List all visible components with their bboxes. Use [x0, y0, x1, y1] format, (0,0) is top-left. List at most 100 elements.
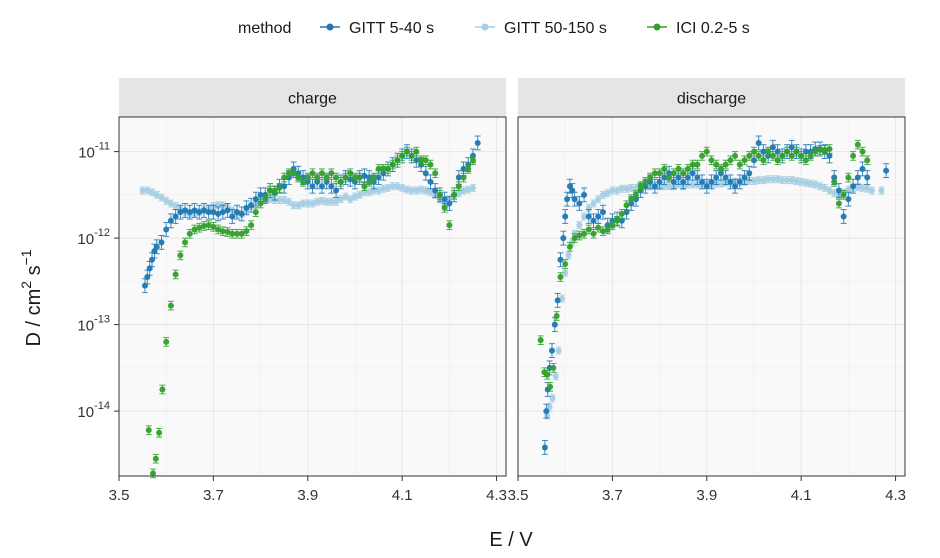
data-point — [328, 170, 335, 177]
y-tick-label-exponent: -12 — [94, 227, 110, 239]
y-axis-title-main: D / cm — [23, 289, 45, 347]
data-point — [281, 197, 288, 204]
data-point — [802, 148, 809, 155]
data-point — [441, 204, 448, 211]
data-point — [432, 170, 439, 177]
data-point — [361, 172, 368, 179]
data-point — [779, 152, 786, 159]
data-point — [385, 184, 392, 191]
data-point — [571, 196, 578, 203]
data-point — [422, 187, 429, 194]
data-point — [436, 191, 443, 198]
data-point — [864, 185, 871, 192]
data-point — [290, 170, 297, 177]
data-point — [304, 174, 311, 181]
data-point — [651, 183, 658, 190]
data-point — [821, 146, 828, 153]
data-point — [547, 383, 554, 390]
data-point — [394, 157, 401, 164]
data-point — [699, 178, 706, 185]
data-point — [318, 183, 325, 190]
data-point — [774, 157, 781, 164]
data-point — [177, 252, 184, 259]
data-point — [309, 183, 316, 190]
data-point — [172, 271, 179, 278]
data-point — [817, 146, 824, 153]
legend: method GITT 5-40 s GITT 50-150 s ICI 0.2-5 … — [238, 20, 750, 37]
data-point — [755, 177, 762, 184]
data-point — [219, 228, 226, 235]
data-point — [167, 302, 174, 309]
data-point — [243, 204, 250, 211]
data-point — [200, 207, 207, 214]
data-point — [750, 148, 757, 155]
data-point — [271, 187, 278, 194]
y-axis-title-exp2: −1 — [18, 249, 34, 265]
data-point — [656, 170, 663, 177]
data-point — [765, 176, 772, 183]
data-point — [840, 213, 847, 220]
data-point — [850, 183, 857, 190]
y-tick-label-exponent: -11 — [95, 141, 110, 153]
data-point — [581, 213, 588, 220]
data-point — [144, 187, 151, 194]
data-point — [699, 152, 706, 159]
x-axis-title: E / V — [489, 529, 533, 551]
data-point — [370, 174, 377, 181]
data-point — [455, 183, 462, 190]
data-point — [623, 209, 630, 216]
data-point — [243, 228, 250, 235]
data-point — [774, 176, 781, 183]
data-point — [571, 235, 578, 242]
data-point — [684, 174, 691, 181]
data-point — [689, 181, 696, 188]
data-point — [760, 157, 767, 164]
data-point — [604, 190, 611, 197]
plot-background-discharge — [518, 117, 905, 476]
x-tick-label: 3.5 — [109, 487, 130, 504]
y-tick-label: 10-12 — [77, 227, 110, 248]
data-point — [661, 165, 668, 172]
data-point — [703, 183, 710, 190]
data-point — [323, 174, 330, 181]
data-point — [840, 191, 847, 198]
data-point — [554, 297, 561, 304]
data-point — [205, 209, 212, 216]
data-point — [628, 196, 635, 203]
data-point — [632, 184, 639, 191]
legend-label-gitt-50-150-s: GITT 50-150 s — [504, 20, 607, 37]
data-point — [680, 178, 687, 185]
data-point — [802, 157, 809, 164]
data-point — [656, 178, 663, 185]
data-point — [351, 174, 358, 181]
y-tick-label-base: 10 — [77, 404, 94, 421]
data-point — [229, 213, 236, 220]
data-point — [399, 152, 406, 159]
data-point — [210, 209, 217, 216]
data-point — [361, 183, 368, 190]
data-point — [219, 209, 226, 216]
data-point — [238, 230, 245, 237]
data-point — [191, 207, 198, 214]
data-point — [342, 193, 349, 200]
data-point — [854, 184, 861, 191]
data-point — [670, 178, 677, 185]
data-point — [375, 187, 382, 194]
data-point — [172, 213, 179, 220]
strip-label-discharge: discharge — [677, 91, 746, 108]
x-axis-ticks-charge: 3.5 3.7 3.9 4.1 4.3 — [109, 476, 507, 504]
data-point — [276, 197, 283, 204]
data-point — [590, 217, 597, 224]
data-point — [413, 157, 420, 164]
data-point — [788, 177, 795, 184]
data-point — [623, 202, 630, 209]
data-point — [380, 185, 387, 192]
data-point — [314, 174, 321, 181]
data-point — [555, 347, 562, 354]
data-point — [599, 209, 606, 216]
data-point — [460, 165, 467, 172]
data-point — [604, 226, 611, 233]
data-point — [581, 191, 588, 198]
